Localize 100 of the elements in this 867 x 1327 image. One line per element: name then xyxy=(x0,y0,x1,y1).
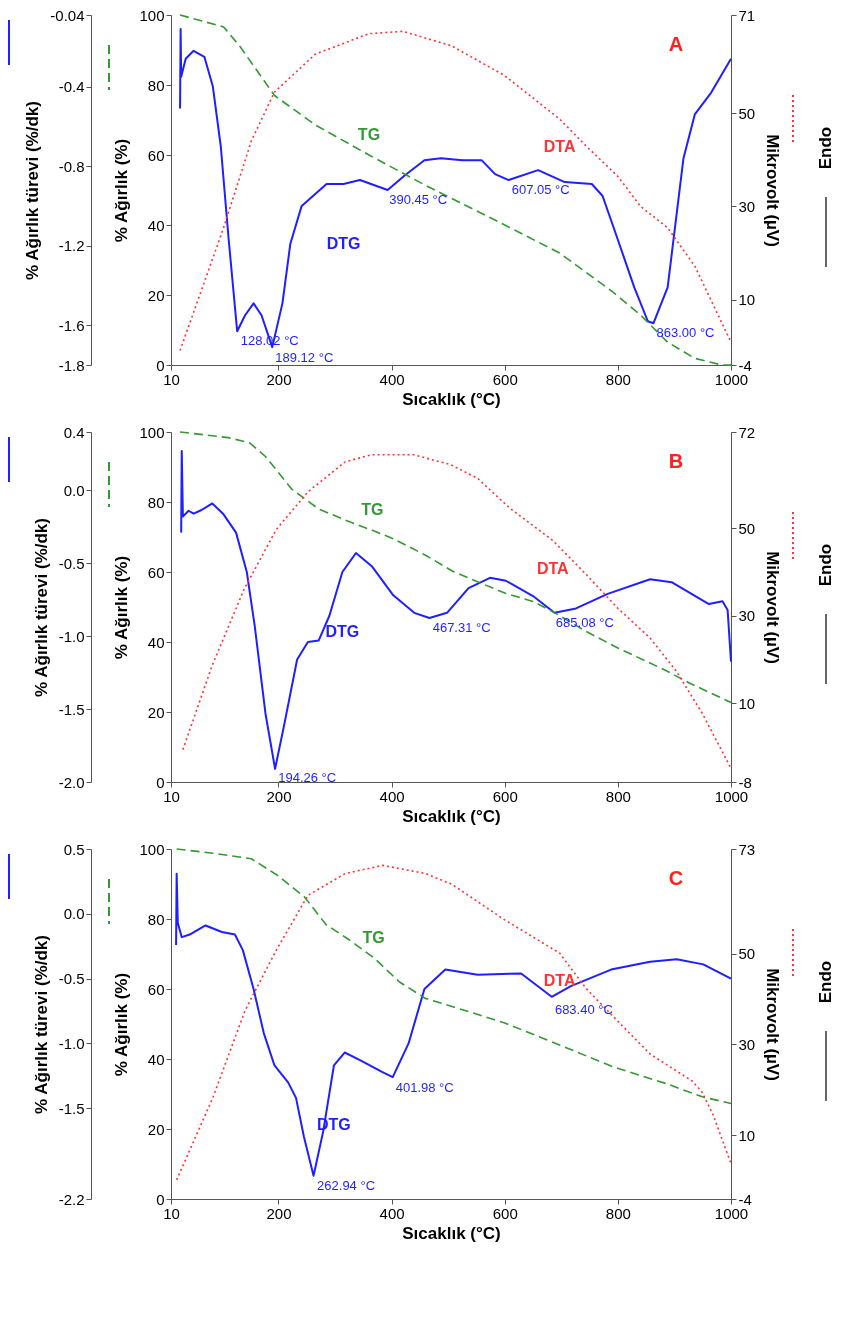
y3-tick-label: -2.2 xyxy=(58,1190,85,1208)
x-tick-label: 400 xyxy=(379,787,405,805)
y3-tick-label: -1.0 xyxy=(58,1034,85,1052)
y-tick-label: 40 xyxy=(147,633,165,651)
y2-tick-label: 50 xyxy=(738,519,756,537)
y-tick-label: 20 xyxy=(147,286,165,304)
annotation: 401.98 °C xyxy=(395,1079,454,1095)
text: C xyxy=(668,867,684,889)
y3-tick-label: -2.0 xyxy=(58,773,85,791)
y-tick-label: 20 xyxy=(147,1120,165,1138)
y-tick-label: 80 xyxy=(147,910,165,928)
annotation: 189.12 °C xyxy=(275,349,334,365)
text: Endo xyxy=(816,126,835,170)
y3-tick-label: -0.4 xyxy=(58,78,85,96)
text: B xyxy=(668,450,684,472)
y2-tick-label: 50 xyxy=(738,104,756,122)
x-tick-label: 800 xyxy=(605,1204,631,1222)
y3-tick-label: -0.8 xyxy=(58,157,85,175)
y3-tick-label: -0.5 xyxy=(58,970,85,988)
text: A xyxy=(668,33,684,55)
y2-tick-label: 72 xyxy=(738,423,756,441)
y-tick-label: 80 xyxy=(147,493,165,511)
y2-tick-label: 50 xyxy=(738,945,756,963)
series-label: DTA xyxy=(536,559,570,577)
y3-tick-label: 0.5 xyxy=(63,840,85,858)
y-axis-title: % Ağırlık (%) xyxy=(112,972,132,1077)
x-tick-label: 10 xyxy=(163,370,180,388)
annotation: 467.31 °C xyxy=(432,619,491,635)
series-label: TG xyxy=(357,126,381,143)
annotation: 685.08 °C xyxy=(555,614,614,630)
x-tick-label: 400 xyxy=(379,370,405,388)
y-tick-label: 40 xyxy=(147,1050,165,1068)
line-series xyxy=(179,431,732,704)
y3-tick-label: -0.04 xyxy=(50,6,85,24)
x-axis-title: Sıcaklık (°C) xyxy=(402,806,501,826)
x-axis-title: Sıcaklık (°C) xyxy=(402,389,501,409)
y3-tick-label: 0.4 xyxy=(63,423,85,441)
x-tick-label: 600 xyxy=(492,1204,518,1222)
line-series xyxy=(175,848,732,1105)
y2-axis-title: Mikrovolt (µV) xyxy=(763,968,783,1081)
y-tick-label: 80 xyxy=(147,76,165,94)
y3-tick-label: -1.0 xyxy=(58,627,85,645)
y-tick-label: 20 xyxy=(147,703,165,721)
y3-axis-title: % Ağırlık türevi (%/dk) xyxy=(31,518,51,697)
x-tick-label: 200 xyxy=(266,787,292,805)
y2-tick-label: 30 xyxy=(738,197,756,215)
y-tick-label: 100 xyxy=(139,423,165,441)
y-tick-label: 0 xyxy=(156,773,165,791)
series-label: DTA xyxy=(543,972,576,990)
series-label: DTA xyxy=(543,138,576,156)
y3-tick-label: -0.5 xyxy=(58,554,85,572)
x-tick-label: 10 xyxy=(163,1204,180,1222)
series-label: DTG xyxy=(325,623,360,640)
x-tick-label: 200 xyxy=(266,1204,292,1222)
y3-axis-title: % Ağırlık türevi (%/dk) xyxy=(23,101,43,280)
y-tick-label: 0 xyxy=(156,1190,165,1208)
y2-axis-title: Mikrovolt (µV) xyxy=(763,134,783,247)
series-label: TG xyxy=(362,928,385,946)
annotation: 194.26 °C xyxy=(278,770,337,786)
y3-tick-label: -1.5 xyxy=(58,700,85,718)
x-tick-label: 10 xyxy=(163,787,180,805)
x-axis-title: Sıcaklık (°C) xyxy=(402,1223,501,1243)
y3-tick-label: 0.0 xyxy=(63,481,85,499)
y2-tick-label: 73 xyxy=(738,840,756,858)
y2-axis-title: Mikrovolt (µV) xyxy=(763,551,783,664)
text: DTG xyxy=(326,235,361,253)
y-tick-label: 60 xyxy=(147,563,165,581)
y2-tick-label: 30 xyxy=(738,1035,756,1053)
y3-axis-title: % Ağırlık türevi (%/dk) xyxy=(31,935,51,1114)
y-tick-label: 60 xyxy=(147,980,165,998)
y-tick-label: 40 xyxy=(147,216,165,234)
x-tick-label: 400 xyxy=(379,1204,405,1222)
annotation: 683.40 °C xyxy=(554,1001,613,1017)
series-label: TG xyxy=(361,501,384,519)
y2-tick-label: 71 xyxy=(738,6,756,24)
x-tick-label: 600 xyxy=(492,370,518,388)
annotation: 262.94 °C xyxy=(317,1177,376,1193)
y3-tick-label: -1.5 xyxy=(58,1099,85,1117)
y-axis-title: % Ağırlık (%) xyxy=(112,138,132,243)
x-tick-label: 200 xyxy=(266,370,292,388)
y-tick-label: 100 xyxy=(139,6,165,24)
annotation: 607.05 °C xyxy=(511,181,570,197)
text: Endo xyxy=(816,960,835,1004)
y2-tick-label: 30 xyxy=(738,607,756,625)
y-axis-title: % Ağırlık (%) xyxy=(112,555,132,660)
y3-tick-label: -1.6 xyxy=(58,316,85,334)
y2-tick-label: 10 xyxy=(738,694,756,712)
annotation: 390.45 °C xyxy=(389,192,448,207)
y-tick-label: 100 xyxy=(139,840,165,858)
y3-tick-label: 0.0 xyxy=(63,905,85,923)
annotation: 863.00 °C xyxy=(656,325,715,340)
y2-tick-label: 10 xyxy=(738,1126,756,1144)
text: Endo xyxy=(816,543,835,587)
x-tick-label: 800 xyxy=(605,787,631,805)
x-tick-label: 800 xyxy=(605,370,631,388)
x-tick-label: 600 xyxy=(492,787,518,805)
y-tick-label: 60 xyxy=(147,146,165,164)
y3-tick-label: -1.8 xyxy=(58,356,85,374)
y2-tick-label: 10 xyxy=(738,291,756,309)
y3-tick-label: -1.2 xyxy=(58,237,85,255)
